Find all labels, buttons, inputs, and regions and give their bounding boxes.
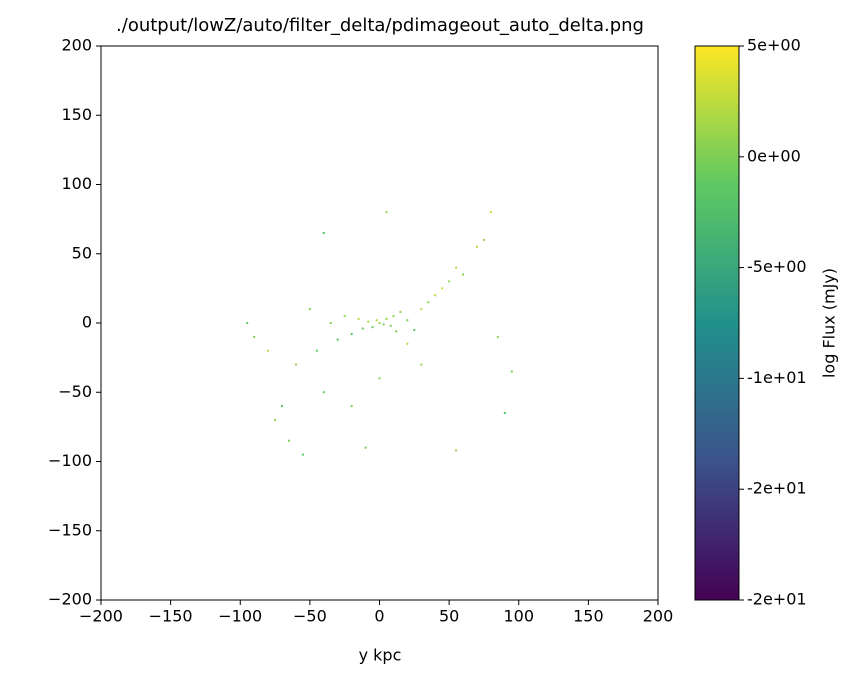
y-tick-label: 200 [61,36,92,55]
colorbar-frame [694,45,740,601]
colorbar-tick-label: -1e+01 [747,368,807,387]
pixel [503,412,506,415]
pixel [448,280,451,283]
pixel [413,328,416,331]
chart-title: ./output/lowZ/auto/filter_delta/pdimageo… [116,15,644,36]
pixel [441,287,444,290]
pixel [385,211,388,214]
pixel [399,310,402,313]
pixel [315,349,318,352]
x-tick-label: 100 [503,607,534,626]
colorbar-tick-label: -2e+01 [747,479,807,498]
pixel [462,273,465,276]
x-tick-label: −100 [218,607,262,626]
pixel [385,317,388,320]
y-tick-label: 150 [61,105,92,124]
pixel [364,446,367,449]
pixel [336,338,339,341]
pixel [253,335,256,338]
colorbar-tick-label: -2e+01 [747,590,807,609]
pixel [350,405,353,408]
pixel [350,333,353,336]
colorbar-tick-label: 0e+00 [747,146,801,165]
y-tick-label: −50 [58,382,92,401]
pixel [361,327,364,330]
pixel [475,245,478,248]
pixel [287,439,290,442]
pixel [455,449,458,452]
pixel [382,323,385,326]
pixel [371,326,374,329]
pixel [455,266,458,269]
x-tick-label: −150 [149,607,193,626]
pixel [496,335,499,338]
y-tick-label: −150 [48,520,92,539]
y-tick-label: 50 [72,243,92,262]
y-tick-label: 0 [82,313,92,332]
pixel [294,363,297,366]
pixel [274,418,277,421]
x-tick-label: 0 [374,607,384,626]
colorbar-label: log Flux (mJy) [820,268,839,378]
y-tick-label: −200 [48,590,92,609]
pixel [395,330,398,333]
pixel [434,294,437,297]
colorbar-tick-label: -5e+00 [747,257,807,276]
pixel [420,363,423,366]
pixel [246,322,249,324]
pixel [322,231,325,234]
x-axis-label: y kpc [359,646,402,665]
y-tick-label: −100 [48,451,92,470]
pixel [378,377,381,380]
colorbar [695,46,739,600]
pixel [329,322,332,324]
pixel [420,308,423,311]
pixel [510,370,513,373]
pixel [406,342,409,345]
pixel [406,319,409,322]
x-tick-label: 150 [573,607,604,626]
pixel [343,315,346,318]
pixel [308,308,311,311]
pixel [378,322,381,324]
x-tick-label: 200 [643,607,674,626]
pixel [367,320,370,323]
pixel [489,211,492,214]
pixel [281,405,284,408]
pixel [301,453,304,456]
x-tick-label: −50 [293,607,327,626]
pixel [375,319,378,322]
colorbar-tick-label: 5e+00 [747,36,801,55]
x-tick-label: −200 [79,607,123,626]
x-tick-label: 50 [439,607,459,626]
pixel [482,238,485,241]
pixel [389,324,392,327]
pixel [392,315,395,318]
y-tick-label: 100 [61,174,92,193]
pixel [427,301,430,304]
pixel [357,317,360,320]
pixel [322,391,325,394]
pixel [267,349,270,352]
